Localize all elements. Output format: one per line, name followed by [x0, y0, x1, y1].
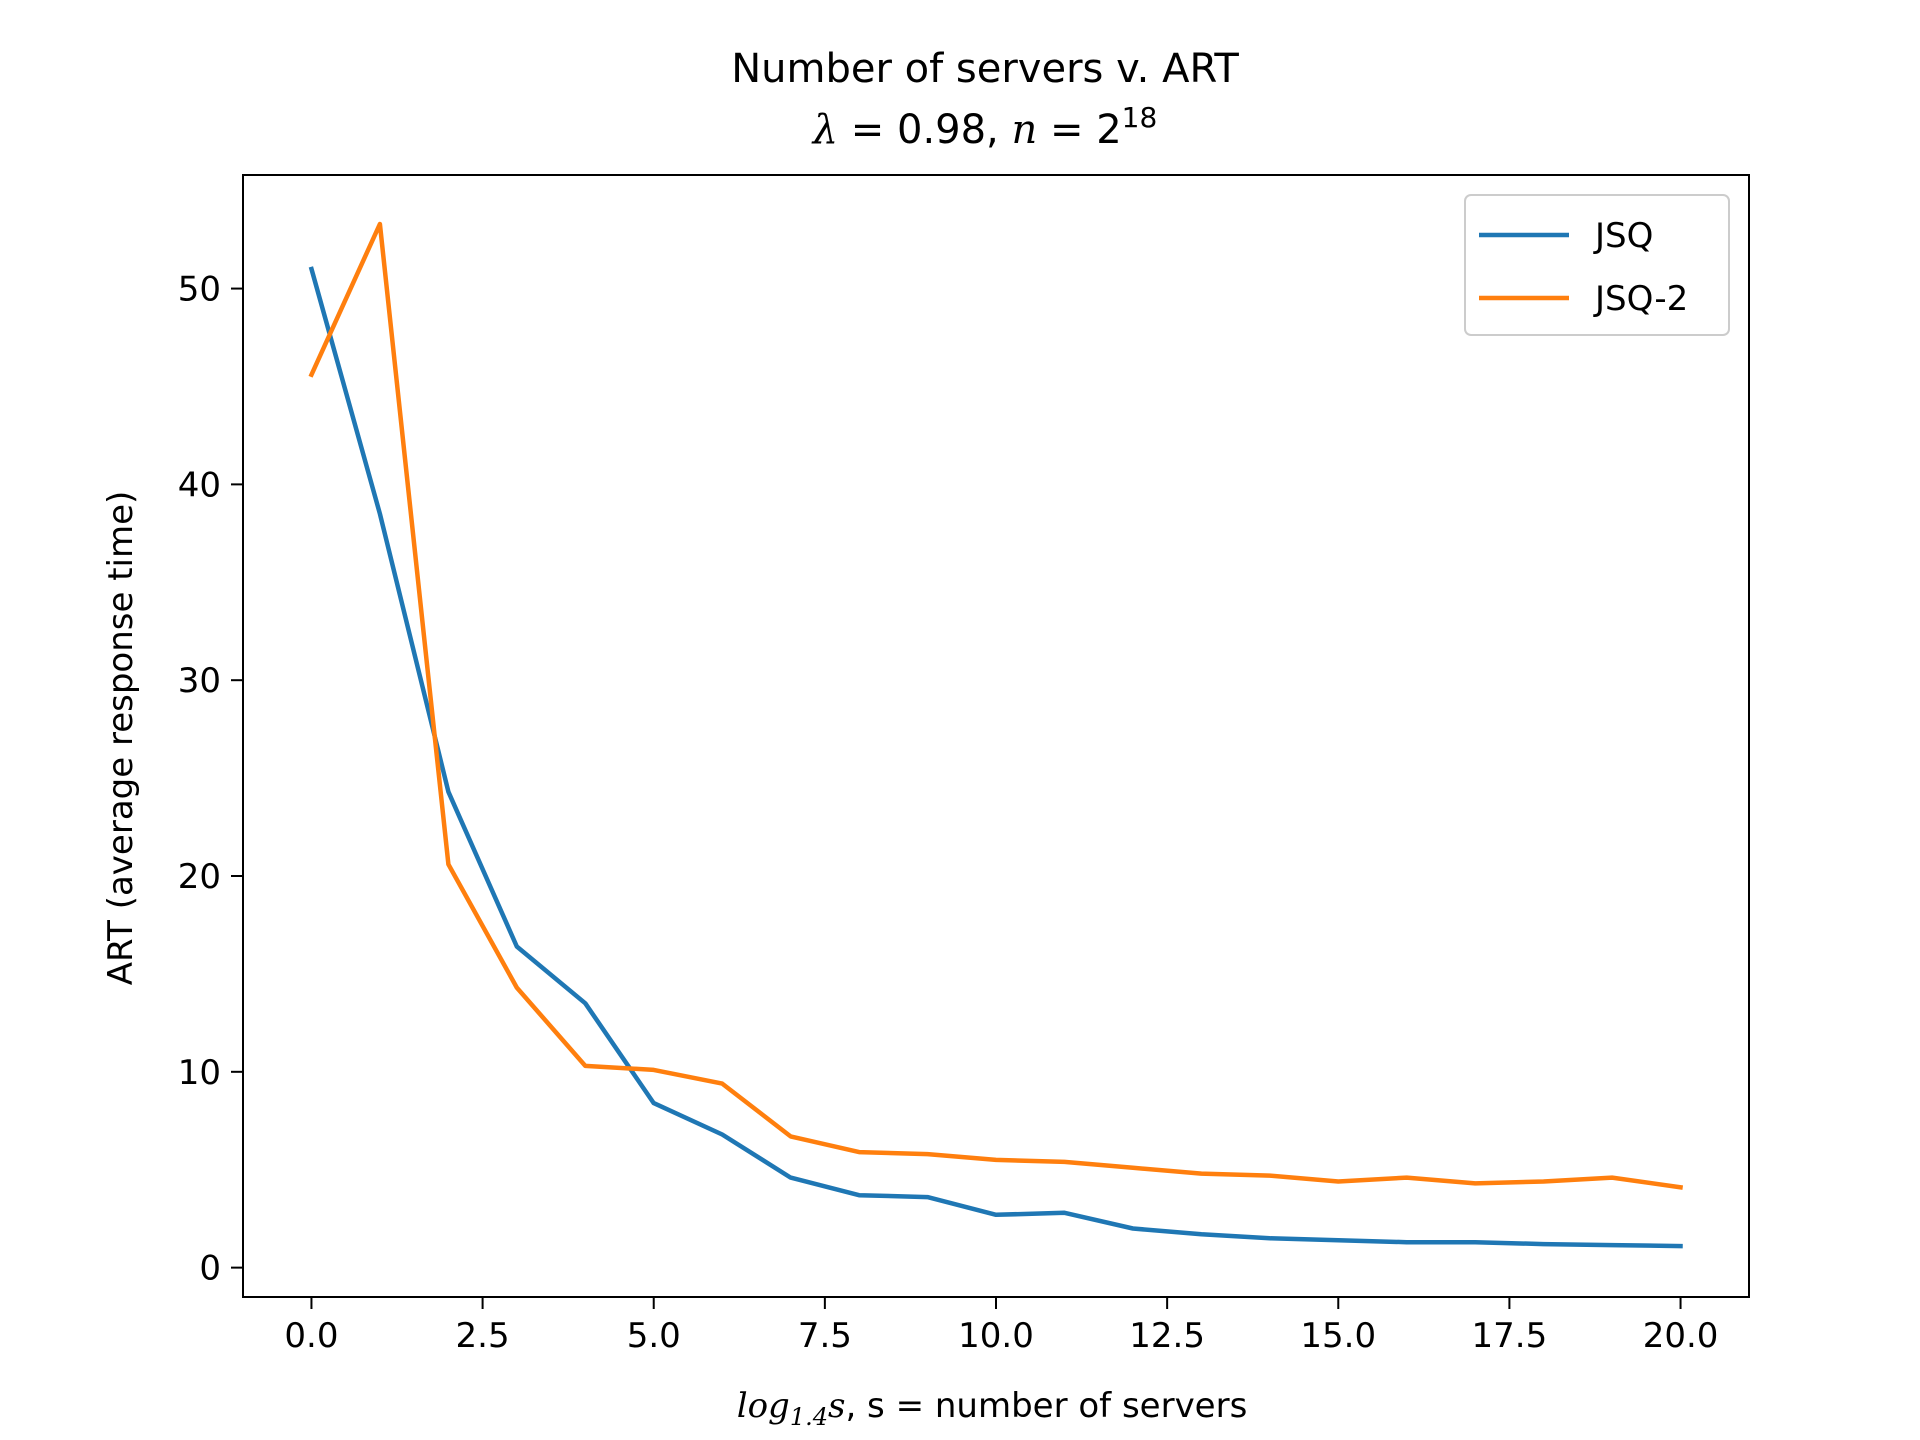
series-line-jsq-2: [308, 221, 1684, 1190]
y-tick-label: 20: [178, 857, 221, 897]
x-axis-label-var: s: [828, 1386, 845, 1426]
legend-label-jsq: JSQ: [1593, 216, 1653, 256]
legend-label-jsq-2: JSQ-2: [1593, 279, 1688, 319]
y-tick-label: 40: [178, 465, 221, 505]
x-tick-label: 20.0: [1643, 1316, 1719, 1356]
x-axis-label-log: log: [737, 1386, 790, 1426]
series-line-jsq: [308, 266, 1683, 1249]
x-axis-label: log1.4s, s = number of servers: [737, 1386, 1248, 1431]
y-axis-label: ART (average response time): [101, 491, 141, 986]
x-axis-label-rest: , s = number of servers: [845, 1386, 1247, 1426]
y-tick-label: 10: [178, 1053, 221, 1093]
chart-title: Number of servers v. ART: [731, 46, 1239, 92]
y-tick-label: 30: [178, 661, 221, 701]
y-tick-label: 50: [178, 270, 221, 310]
x-tick-label: 12.5: [1129, 1316, 1205, 1356]
subtitle-eq1: = 0.98,: [838, 107, 1011, 153]
x-tick-label: 17.5: [1472, 1316, 1548, 1356]
x-tick-label: 2.5: [456, 1316, 510, 1356]
series-layer: [308, 221, 1684, 1249]
subtitle-eq2: = 2: [1037, 107, 1121, 153]
subtitle-exponent: 18: [1122, 101, 1158, 134]
x-tick-label: 15.0: [1300, 1316, 1376, 1356]
chart-subtitle: λ = 0.98, n = 218: [811, 101, 1158, 153]
y-tick-label: 0: [199, 1249, 221, 1289]
x-tick-label: 10.0: [958, 1316, 1034, 1356]
x-axis-label-base: 1.4: [790, 1403, 828, 1431]
legend: JSQ JSQ-2: [1464, 194, 1730, 336]
x-tick-label: 5.0: [627, 1316, 681, 1356]
x-tick-label: 7.5: [798, 1316, 852, 1356]
x-tick-label: 0.0: [284, 1316, 338, 1356]
subtitle-n: n: [1011, 107, 1037, 153]
subtitle-lambda: λ: [811, 107, 838, 153]
axes-layer: 0.0 2.5 5.0 7.5 10.0 12.5 15.0 17.5 20.0 0 10 20 30 4…: [178, 174, 1750, 1356]
